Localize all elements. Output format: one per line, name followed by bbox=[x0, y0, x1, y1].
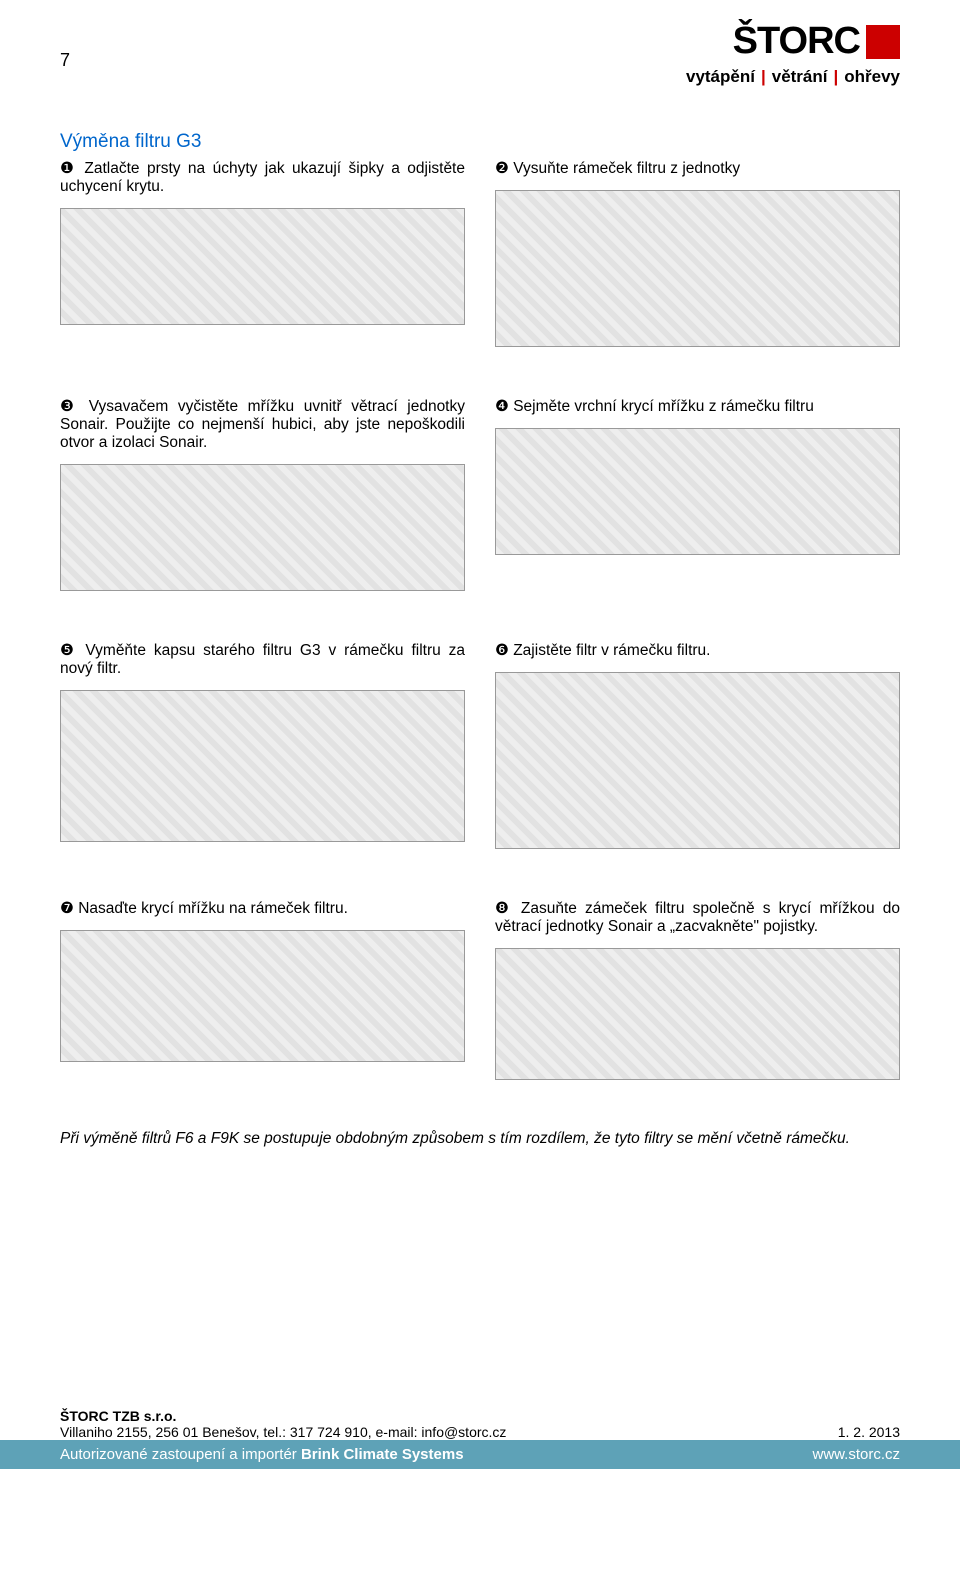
step-4-num: ❹ bbox=[495, 398, 509, 415]
step-6-image bbox=[495, 672, 900, 849]
step-3-num: ❸ bbox=[60, 398, 79, 415]
step-6-text: Zajistěte filtr v rámečku filtru. bbox=[513, 642, 710, 659]
tagline-1: vytápění bbox=[686, 67, 755, 86]
step-8-text: Zasuňte zámeček filtru společně s krycí … bbox=[495, 900, 900, 935]
step-4-text: Sejměte vrchní krycí mřížku z rámečku fi… bbox=[513, 398, 814, 415]
step-8-num: ❽ bbox=[495, 900, 513, 917]
step-6: ❻ Zajistěte filtr v rámečku filtru. bbox=[495, 641, 900, 849]
step-7-image bbox=[60, 930, 465, 1062]
tagline-2: větrání bbox=[772, 67, 828, 86]
logo-icon bbox=[866, 25, 900, 59]
step-6-num: ❻ bbox=[495, 642, 509, 659]
step-3-text: Vysavačem vyčistěte mřížku uvnitř větrac… bbox=[60, 398, 465, 451]
step-7: ❼ Nasaďte krycí mřížku na rámeček filtru… bbox=[60, 899, 465, 1080]
step-1-image bbox=[60, 208, 465, 325]
footer-address: Villaniho 2155, 256 01 Benešov, tel.: 31… bbox=[60, 1424, 506, 1440]
footer-bar-url: www.storc.cz bbox=[812, 1446, 900, 1463]
logo-tagline: vytápění|větrání|ohřevy bbox=[686, 67, 900, 87]
footer: ŠTORC TZB s.r.o. Villaniho 2155, 256 01 … bbox=[0, 1408, 960, 1440]
footer-company: ŠTORC TZB s.r.o. bbox=[60, 1408, 506, 1424]
step-3: ❸ Vysavačem vyčistěte mřížku uvnitř větr… bbox=[60, 397, 465, 591]
step-5-image bbox=[60, 690, 465, 842]
note-text: Při výměně filtrů F6 a F9K se postupuje … bbox=[60, 1130, 900, 1148]
step-2-text: Vysuňte rámeček filtru z jednotky bbox=[513, 160, 740, 177]
step-7-num: ❼ bbox=[60, 900, 74, 917]
step-2: ❷ Vysuňte rámeček filtru z jednotky bbox=[495, 159, 900, 347]
step-5: ❺ Vyměňte kapsu starého filtru G3 v ráme… bbox=[60, 641, 465, 849]
step-3-image bbox=[60, 464, 465, 591]
step-1-num: ❶ bbox=[60, 160, 77, 177]
step-1: ❶ Zatlačte prsty na úchyty jak ukazují š… bbox=[60, 159, 465, 347]
tagline-3: ohřevy bbox=[844, 67, 900, 86]
brand-logo: ŠTORC vytápění|větrání|ohřevy bbox=[686, 20, 900, 87]
step-7-text: Nasaďte krycí mřížku na rámeček filtru. bbox=[78, 900, 348, 917]
section-title: Výměna filtru G3 bbox=[60, 131, 900, 153]
step-5-num: ❺ bbox=[60, 642, 77, 659]
step-8-image bbox=[495, 948, 900, 1080]
step-2-image bbox=[495, 190, 900, 347]
step-1-text: Zatlačte prsty na úchyty jak ukazují šip… bbox=[60, 160, 465, 195]
logo-text: ŠTORC bbox=[733, 20, 860, 63]
footer-bar-left-a: Autorizované zastoupení a importér bbox=[60, 1446, 301, 1463]
step-5-text: Vyměňte kapsu starého filtru G3 v rámečk… bbox=[60, 642, 465, 677]
step-4-image bbox=[495, 428, 900, 555]
footer-date: 1. 2. 2013 bbox=[838, 1424, 900, 1440]
step-2-num: ❷ bbox=[495, 160, 509, 177]
footer-bar: Autorizované zastoupení a importér Brink… bbox=[0, 1440, 960, 1469]
step-8: ❽ Zasuňte zámeček filtru společně s kryc… bbox=[495, 899, 900, 1080]
footer-bar-left-b: Brink Climate Systems bbox=[301, 1446, 464, 1463]
step-4: ❹ Sejměte vrchní krycí mřížku z rámečku … bbox=[495, 397, 900, 591]
steps-grid: ❶ Zatlačte prsty na úchyty jak ukazují š… bbox=[60, 159, 900, 1080]
